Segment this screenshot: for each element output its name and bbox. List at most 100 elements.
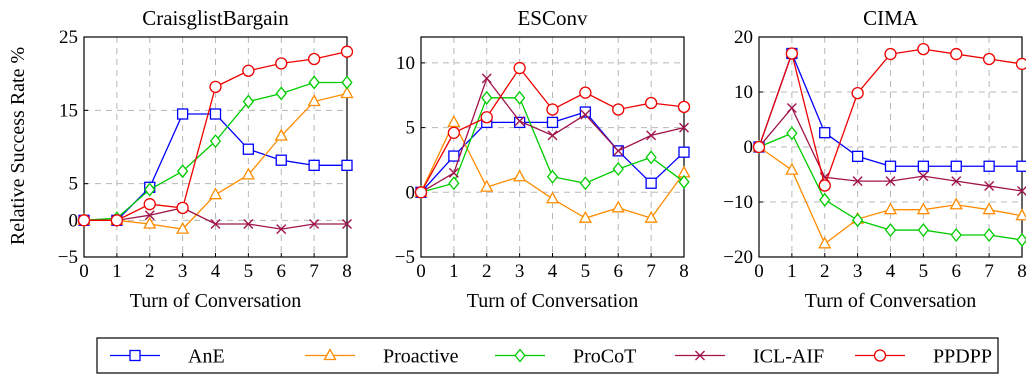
data-point-icl-aif: [243, 219, 254, 229]
data-point-ane: [242, 143, 255, 155]
x-tick-label: 4: [886, 261, 896, 282]
data-point-procot: [144, 182, 156, 197]
data-point-proactive: [307, 94, 321, 107]
data-point-icl-aif: [448, 167, 459, 178]
data-point-procot: [481, 90, 493, 105]
y-tick-label: 25: [59, 27, 78, 48]
x-tick-label: 4: [548, 261, 558, 282]
x-tick-label: 3: [853, 261, 863, 282]
data-point-proactive: [785, 162, 799, 175]
legend-marker: [873, 349, 887, 362]
data-point-icl-aif: [210, 219, 221, 229]
series-icl-aif: [416, 73, 689, 198]
data-point-procot: [209, 134, 222, 149]
data-point-icl-aif: [646, 130, 657, 141]
data-point-ane: [678, 146, 690, 158]
y-tick-label: 0: [69, 210, 79, 231]
legend-entry-procot: ProCoT: [495, 346, 636, 368]
data-point-procot: [983, 227, 995, 243]
data-point-icl-aif: [309, 219, 320, 229]
x-tick-label: 0: [79, 261, 89, 282]
data-point-ppdpp: [677, 100, 691, 114]
x-tick-label: 2: [820, 261, 830, 282]
chart-panel-3: CIMA 0 1 2 3 4 5 6 7 8 −20 −10 0 10 20 Turn of Conversa…: [723, 6, 1026, 312]
data-point-icl-aif: [984, 181, 995, 192]
chart-title: CIMA: [863, 6, 919, 30]
y-axis-label: Relative Success Rate %: [7, 47, 29, 245]
data-point-ppdpp: [414, 186, 428, 199]
data-point-icl-aif: [514, 116, 525, 127]
y-tick-label: −20: [723, 247, 753, 268]
data-point-ppdpp: [917, 42, 930, 56]
data-point-proactive: [949, 197, 963, 210]
legend-label: Proactive: [383, 346, 459, 368]
data-point-procot: [678, 174, 690, 189]
y-tick-label: 0: [406, 182, 416, 203]
data-point-ane: [275, 154, 287, 166]
x-tick-label: 0: [754, 261, 764, 282]
legend: AnE Proactive ProCoT ICL-AIF PPDPP: [96, 337, 999, 374]
data-point-icl-aif: [918, 171, 929, 182]
series-proactive: [414, 115, 691, 223]
x-tick-label: 6: [952, 261, 962, 282]
series-ppdpp: [414, 61, 691, 199]
data-point-ppdpp: [307, 52, 321, 66]
data-point-ppdpp: [143, 198, 156, 211]
data-point-icl-aif: [144, 210, 155, 221]
legend-label: ProCoT: [573, 346, 636, 368]
legend-marker: [695, 350, 705, 361]
x-tick-label: 5: [244, 261, 254, 282]
x-tick-label: 8: [342, 261, 352, 282]
data-point-proactive: [241, 167, 255, 180]
legend-marker: [514, 348, 526, 363]
data-point-ane: [546, 116, 559, 129]
data-point-procot: [308, 75, 320, 90]
data-point-procot: [546, 169, 559, 184]
x-tick-label: 7: [984, 261, 994, 282]
data-point-ppdpp: [447, 126, 461, 139]
data-point-icl-aif: [276, 224, 287, 235]
data-point-ane: [819, 127, 831, 139]
legend-label: ICL-AIF: [753, 346, 824, 368]
y-tick-label: 0: [744, 137, 754, 158]
x-tick-label: 7: [309, 261, 319, 282]
y-tick-label: 5: [406, 118, 416, 139]
x-tick-label: 1: [449, 261, 459, 282]
data-point-ppdpp: [176, 201, 189, 215]
x-tick-label: 1: [112, 261, 122, 282]
data-point-ane: [176, 108, 189, 120]
data-point-icl-aif: [547, 130, 558, 141]
x-axis-label: Turn of Conversation: [805, 290, 976, 312]
data-point-proactive: [513, 169, 527, 182]
x-tick-label: 1: [787, 261, 797, 282]
data-point-proactive: [883, 202, 898, 215]
data-point-ane: [851, 150, 864, 163]
legend-entry-icl-aif: ICL-AIF: [675, 346, 824, 368]
data-point-proactive: [545, 191, 560, 204]
x-tick-label: 0: [416, 261, 426, 282]
x-tick-label: 4: [211, 261, 221, 282]
data-point-icl-aif: [580, 109, 591, 120]
x-tick-label: 8: [1017, 261, 1026, 282]
x-tick-label: 6: [277, 261, 287, 282]
data-point-procot: [1016, 232, 1026, 247]
x-axis-label: Turn of Conversation: [467, 290, 638, 312]
data-point-ppdpp: [644, 96, 658, 110]
data-point-ppdpp: [77, 214, 91, 227]
data-point-ppdpp: [110, 214, 124, 227]
data-point-procot: [513, 90, 526, 105]
data-point-ane: [308, 159, 320, 171]
data-point-ppdpp: [579, 86, 592, 99]
x-tick-label: 3: [178, 261, 188, 282]
data-point-ane: [983, 160, 995, 172]
data-point-proactive: [340, 86, 354, 99]
legend-marker: [323, 348, 337, 361]
data-point-ppdpp: [340, 45, 354, 58]
x-tick-label: 5: [581, 261, 591, 282]
data-point-procot: [275, 86, 287, 101]
x-tick-label: 2: [482, 261, 492, 282]
y-tick-label: 10: [734, 82, 753, 103]
